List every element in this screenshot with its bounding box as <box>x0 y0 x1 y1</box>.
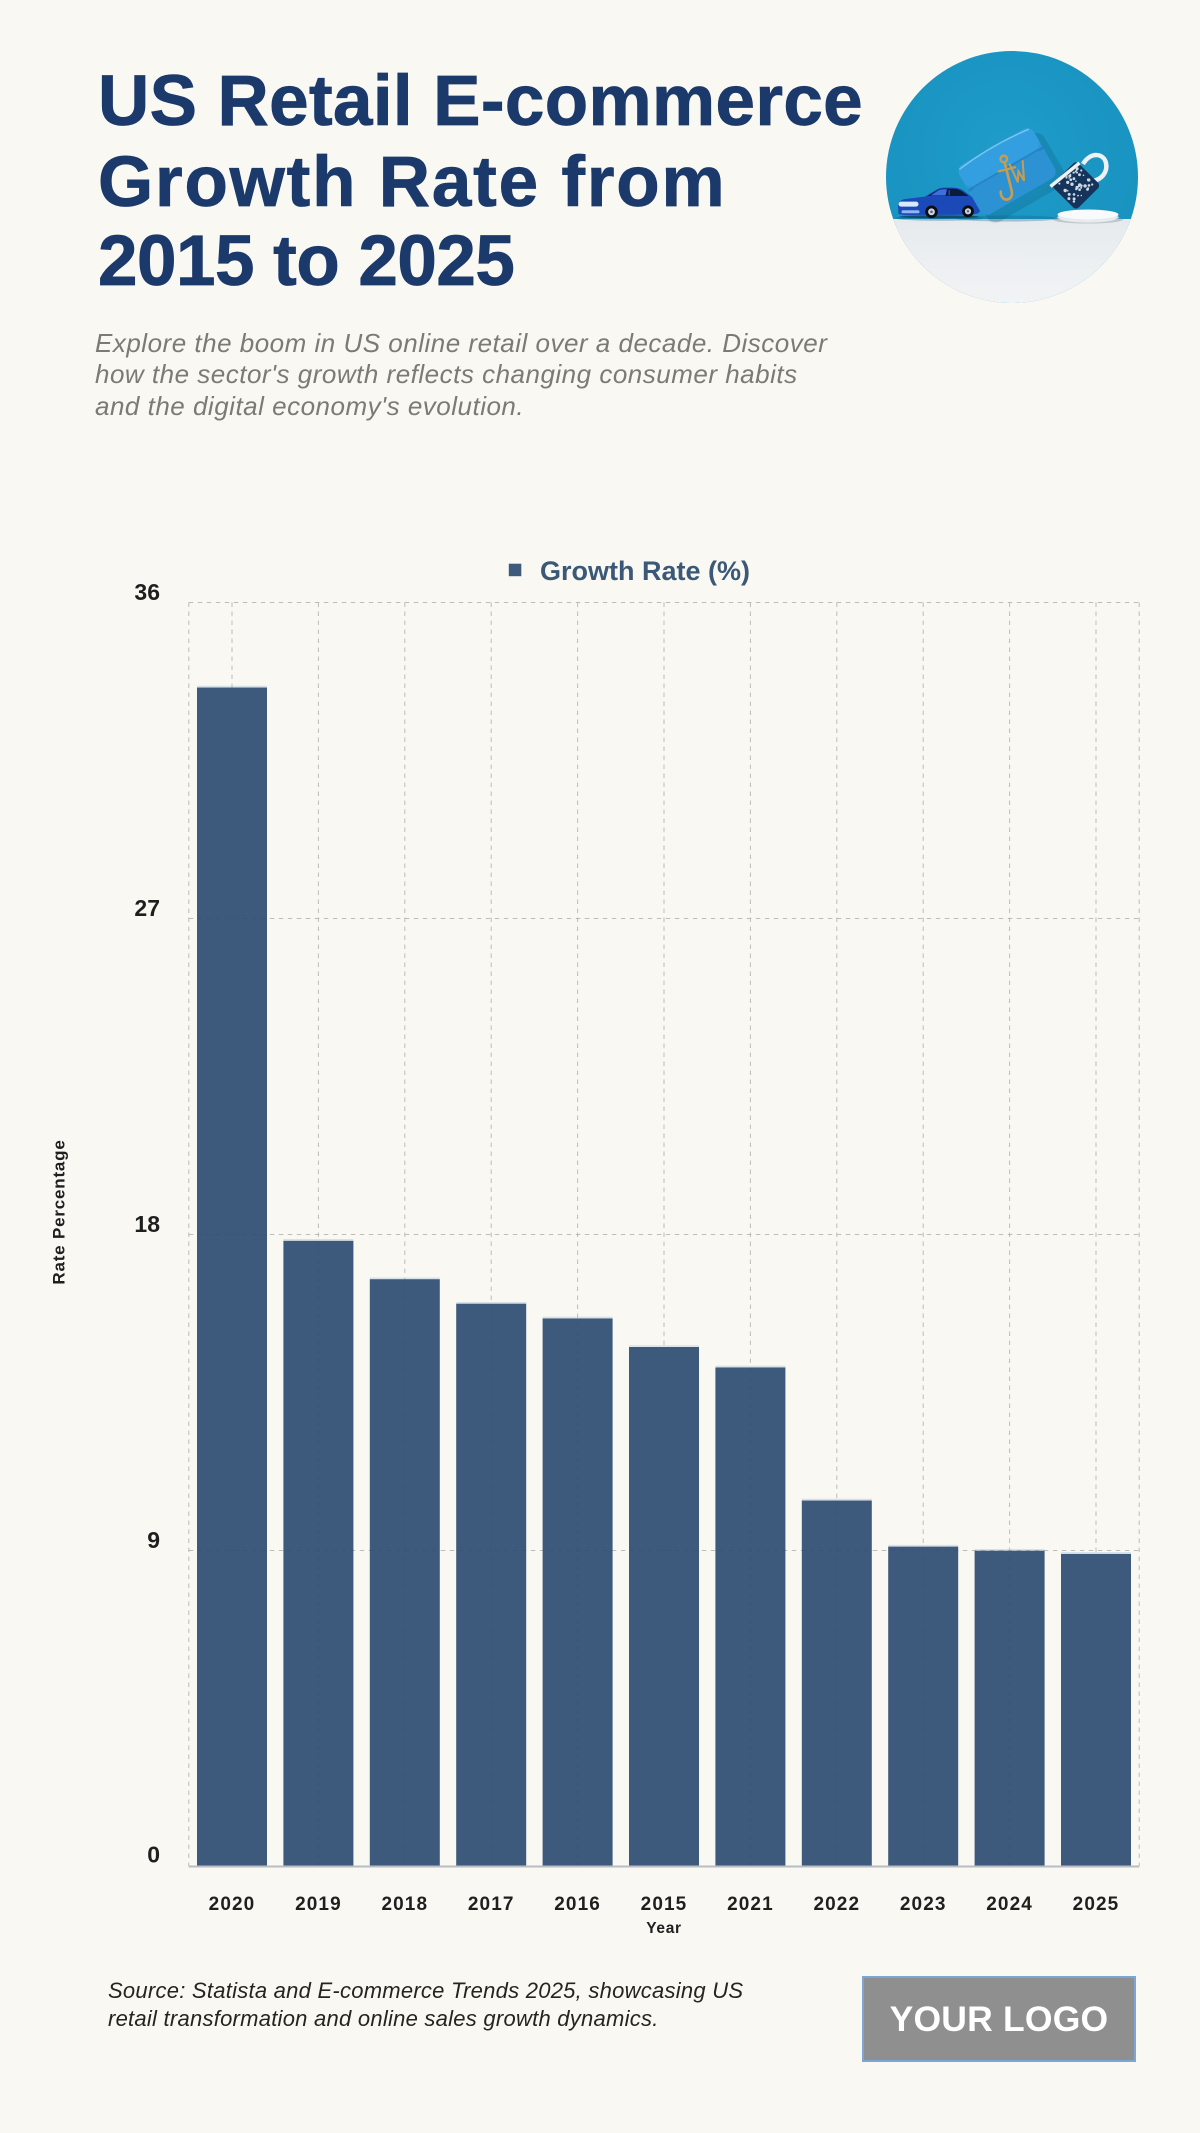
svg-text:2017: 2017 <box>468 1894 515 1915</box>
svg-text:27: 27 <box>134 895 160 921</box>
svg-text:2016: 2016 <box>554 1894 601 1915</box>
svg-text:9: 9 <box>147 1527 160 1553</box>
svg-text:18: 18 <box>134 1211 160 1237</box>
svg-text:2021: 2021 <box>727 1894 774 1915</box>
svg-text:36: 36 <box>134 579 160 605</box>
svg-text:Rate Percentage: Rate Percentage <box>50 1139 69 1284</box>
svg-text:2018: 2018 <box>381 1894 428 1915</box>
svg-text:2019: 2019 <box>295 1894 342 1915</box>
svg-text:2024: 2024 <box>986 1894 1033 1915</box>
svg-text:2020: 2020 <box>209 1894 256 1915</box>
svg-text:Growth Rate (%): Growth Rate (%) <box>540 556 750 586</box>
svg-text:0: 0 <box>147 1842 160 1868</box>
svg-text:2022: 2022 <box>813 1894 860 1915</box>
svg-text:2015: 2015 <box>641 1894 688 1915</box>
svg-text:2025: 2025 <box>1073 1894 1120 1915</box>
svg-text:Year: Year <box>646 1920 682 1937</box>
svg-text:2023: 2023 <box>900 1894 947 1915</box>
